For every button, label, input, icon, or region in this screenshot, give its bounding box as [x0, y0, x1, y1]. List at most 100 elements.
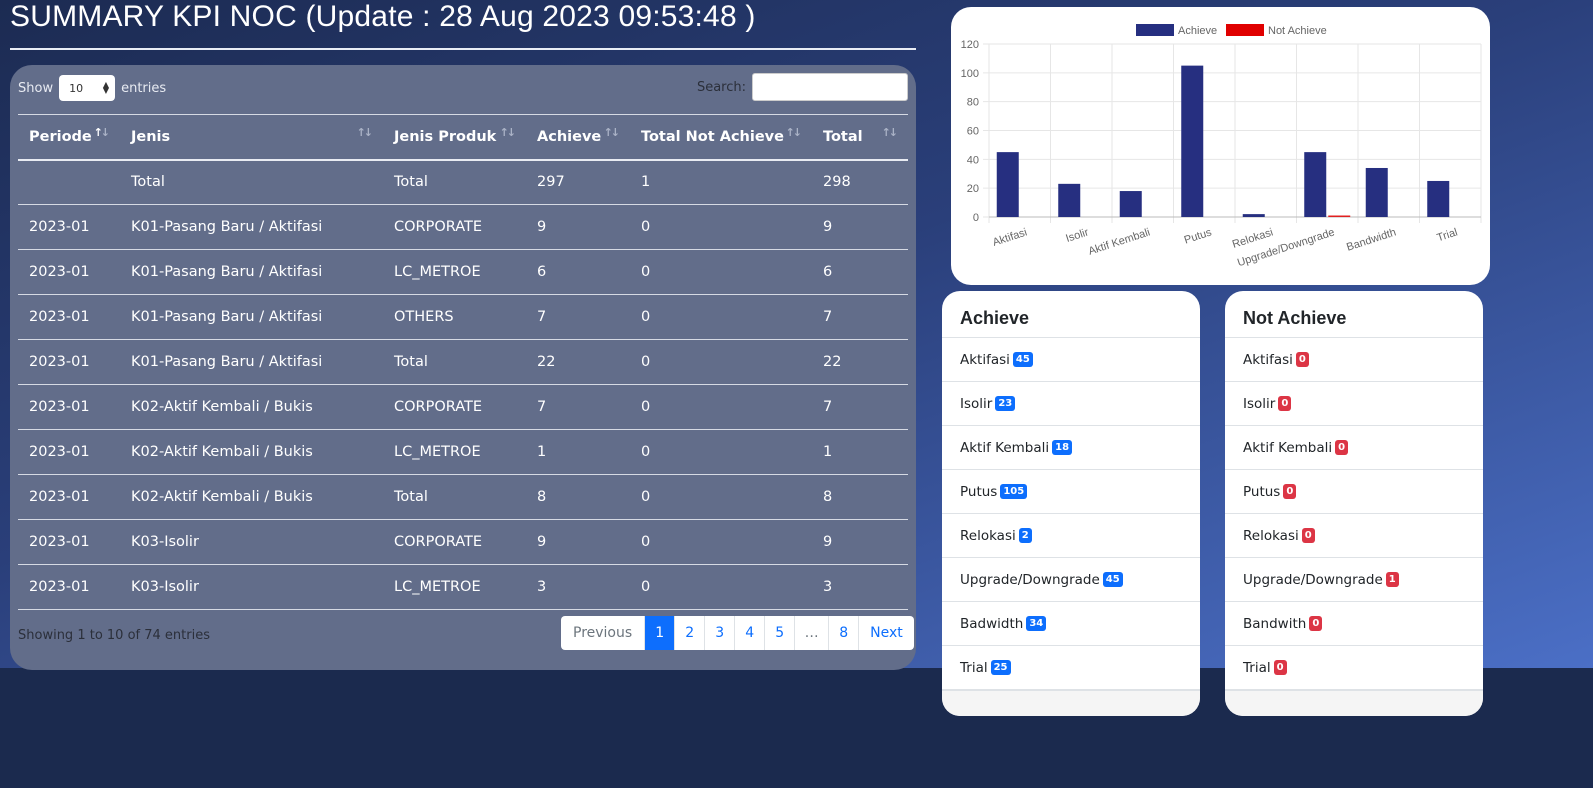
table-cell: 3	[812, 564, 908, 610]
table-cell: 0	[630, 384, 812, 430]
column-header-label: Achieve	[537, 128, 602, 145]
table-cell: CORPORATE	[383, 204, 526, 250]
table-row: 2023-01 K02-Aktif Kembali / Bukis LC_METRO…	[18, 429, 908, 475]
y-tick-label: 100	[961, 68, 979, 80]
bar	[1242, 214, 1265, 217]
search-input[interactable]	[752, 73, 908, 101]
table-cell: 0	[630, 474, 812, 520]
pagination-page[interactable]: 8	[829, 616, 860, 650]
bar	[996, 152, 1019, 217]
count-badge: 23	[995, 396, 1016, 411]
legend-label: Not Achieve	[1268, 25, 1327, 37]
table-cell: CORPORATE	[383, 519, 526, 565]
list-item-label: Relokasi	[960, 527, 1016, 544]
table-cell: 1	[630, 159, 812, 205]
table-cell: K03-Isolir	[120, 519, 383, 565]
table-cell: Total	[383, 339, 526, 385]
entries-length-value: 10	[69, 81, 84, 95]
entries-label-post: entries	[121, 80, 167, 96]
count-badge: 45	[1012, 352, 1033, 367]
search-label: Search:	[696, 79, 746, 95]
column-header-label: Jenis	[131, 128, 171, 145]
pagination-next[interactable]: Next	[870, 625, 903, 641]
table-cell: K02-Aktif Kembali / Bukis	[120, 384, 383, 430]
entries-length-select[interactable]: 10 ▲ ▼	[59, 75, 116, 101]
legend-swatch	[1226, 24, 1264, 36]
list-item-label: Trial	[960, 659, 988, 676]
column-header[interactable]: Total ↑↓	[812, 114, 908, 161]
list-item: Upgrade/Downgrade 1	[1225, 558, 1483, 602]
sort-icon: ↑↓	[93, 126, 111, 139]
count-badge: 0	[1295, 352, 1309, 367]
table-cell: 0	[630, 339, 812, 385]
table-cell: LC_METROE	[383, 429, 526, 475]
table-cell: 9	[526, 519, 630, 565]
column-header[interactable]: Jenis Produk ↑↓	[383, 114, 526, 161]
bar	[1328, 215, 1351, 217]
list-item: Bandwith 0	[1225, 602, 1483, 646]
pagination-page[interactable]: 1	[645, 616, 676, 650]
pagination-page[interactable]: 3	[705, 616, 736, 650]
kpi-data-table: Periode ↑↓ Jenis ↑↓ Jenis Produk ↑↓ Achieve ↑↓ T…	[18, 114, 908, 610]
pagination-page[interactable]: 2	[675, 616, 706, 650]
column-header[interactable]: Achieve ↑↓	[526, 114, 630, 161]
list-item-label: Putus	[960, 483, 998, 500]
list-item: Trial 0	[1225, 646, 1483, 690]
table-cell: 3	[526, 564, 630, 610]
list-item-label: Putus	[1243, 483, 1281, 500]
table-row: 2023-01 K02-Aktif Kembali / Bukis CORPORAT…	[18, 384, 908, 430]
x-tick-label: Aktif Kembali	[1087, 226, 1152, 257]
column-header-label: Total	[823, 128, 863, 145]
table-row: 2023-01 K01-Pasang Baru / Aktifasi OTHERS 7…	[18, 294, 908, 340]
x-tick-label: Putus	[1183, 226, 1214, 246]
table-cell: 8	[526, 474, 630, 520]
count-badge: 0	[1273, 660, 1287, 675]
count-badge: 0	[1283, 484, 1297, 499]
table-cell: 2023-01	[18, 204, 120, 250]
count-badge: 0	[1278, 396, 1292, 411]
pagination-page[interactable]: 5	[765, 616, 796, 650]
list-item-label: Aktifasi	[1243, 351, 1293, 368]
list-item-label: Isolir	[1243, 395, 1276, 412]
pagination-ellipsis: …	[795, 616, 830, 650]
pagination-previous[interactable]: Previous	[561, 616, 646, 650]
table-cell: 1	[812, 429, 908, 475]
list-item-label: Aktif Kembali	[960, 439, 1050, 456]
table-cell: 9	[812, 519, 908, 565]
table-cell: 2023-01	[18, 384, 120, 430]
pagination-page[interactable]: 4	[735, 616, 766, 650]
kpi-bar-chart: Achieve Not Achieve 0 20 40 60 80 100 120 Aktifas…	[961, 24, 1482, 269]
table-cell: Total	[120, 159, 383, 205]
search-control: Search:	[697, 73, 908, 101]
table-info: Showing 1 to 10 of 74 entries	[18, 628, 210, 643]
list-item: Trial 25	[942, 646, 1200, 690]
achieve-card-footer	[942, 690, 1200, 716]
table-cell: 7	[526, 294, 630, 340]
table-cell: 0	[630, 294, 812, 340]
list-item-label: Relokasi	[1243, 527, 1299, 544]
table-row: Total Total 297 1 298	[18, 159, 908, 205]
bar	[1058, 183, 1081, 217]
legend-label: Achieve	[1178, 25, 1217, 37]
list-item-label: Isolir	[960, 395, 993, 412]
table-cell: 6	[812, 249, 908, 295]
table-cell: 22	[526, 339, 630, 385]
list-item: Isolir 23	[942, 382, 1200, 426]
sort-icon: ↑↓	[356, 126, 374, 139]
column-header[interactable]: Total Not Achieve ↑↓	[630, 114, 812, 161]
pagination: Previous 1 2 3 4 5… 8 Next	[561, 616, 914, 650]
title-divider	[10, 48, 916, 50]
list-item: Aktif Kembali 18	[942, 426, 1200, 470]
count-badge: 18	[1052, 440, 1073, 455]
column-header[interactable]: Periode ↑↓	[18, 114, 120, 161]
column-header[interactable]: Jenis ↑↓	[120, 114, 383, 161]
list-item-label: Trial	[1243, 659, 1271, 676]
table-cell: 2023-01	[18, 249, 120, 295]
table-cell: K01-Pasang Baru / Aktifasi	[120, 294, 383, 340]
table-cell: 2023-01	[18, 429, 120, 475]
table-cell: K02-Aktif Kembali / Bukis	[120, 429, 383, 475]
page-title: SUMMARY KPI NOC (Update : 28 Aug 2023 09…	[10, 0, 756, 33]
y-tick-label: 80	[967, 97, 979, 109]
table-cell: 2023-01	[18, 294, 120, 340]
count-badge: 34	[1026, 616, 1047, 631]
